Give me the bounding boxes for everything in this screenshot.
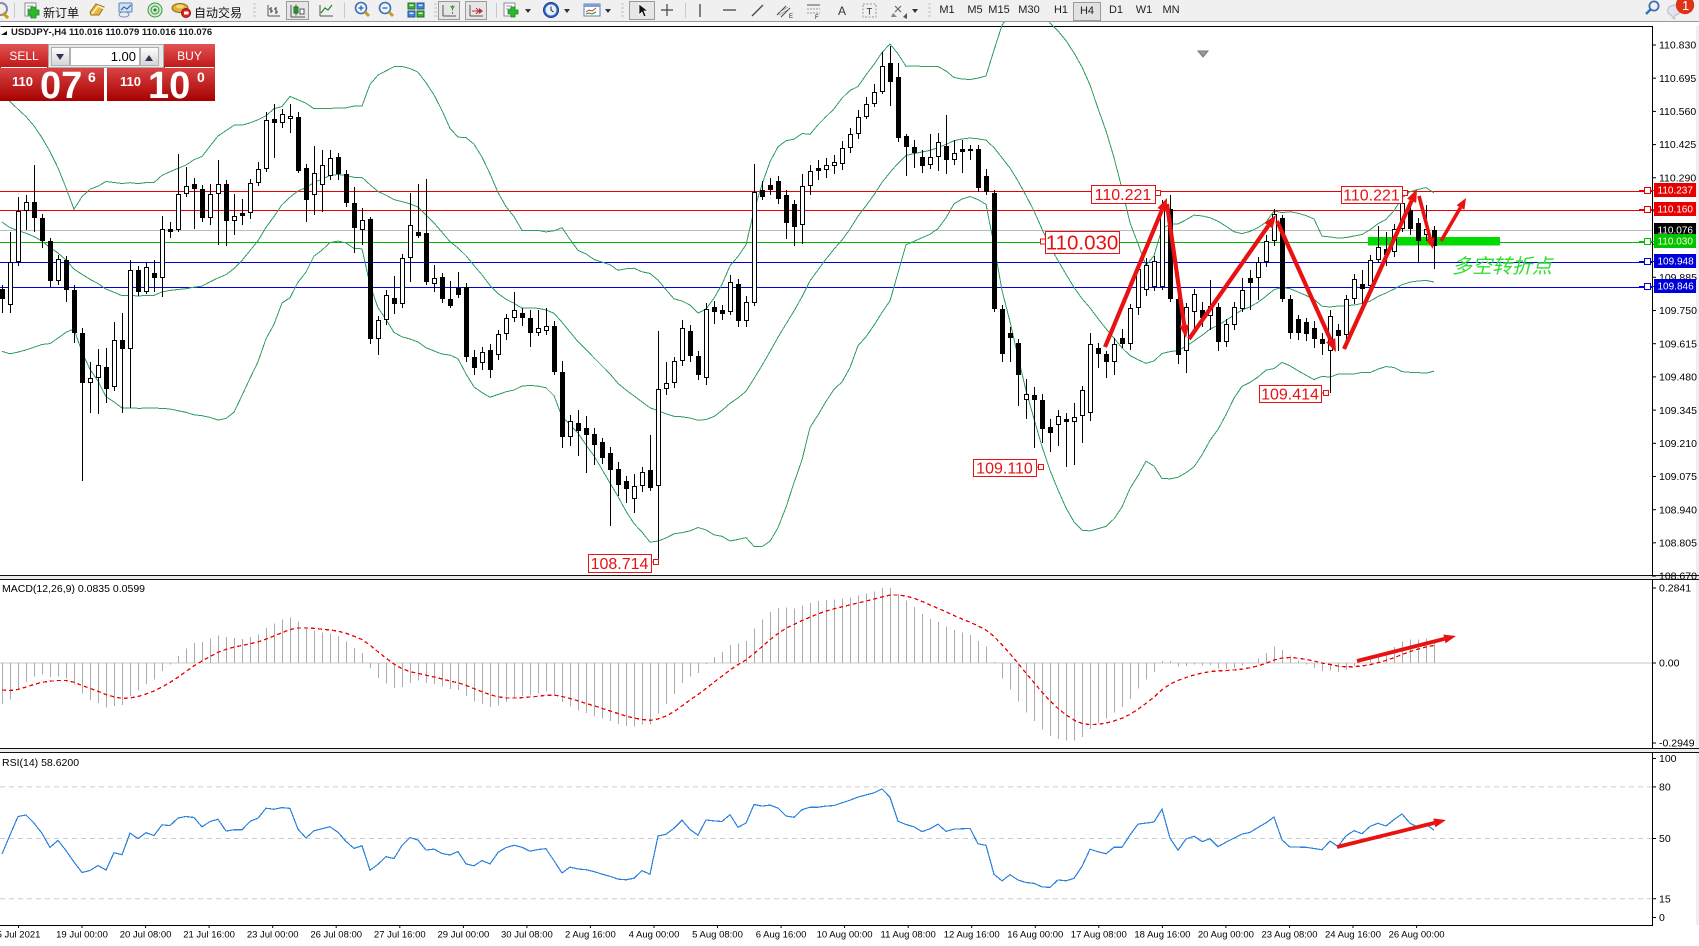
svg-text:80: 80 — [1659, 782, 1671, 794]
svg-text:108.714: 108.714 — [591, 556, 649, 573]
svg-text:11 Aug 08:00: 11 Aug 08:00 — [881, 930, 936, 941]
svg-text:108.670: 108.670 — [1659, 571, 1697, 583]
svg-text:109.345: 109.345 — [1659, 405, 1697, 417]
svg-text:110.425: 110.425 — [1659, 139, 1696, 151]
svg-text:18 Aug 16:00: 18 Aug 16:00 — [1134, 930, 1190, 941]
svg-text:0.00: 0.00 — [1659, 658, 1680, 670]
svg-text:109.750: 109.750 — [1659, 305, 1697, 317]
svg-text:17 Aug 08:00: 17 Aug 08:00 — [1071, 930, 1127, 941]
svg-text:110.237: 110.237 — [1658, 186, 1694, 197]
svg-text:20 Aug 00:00: 20 Aug 00:00 — [1198, 930, 1254, 941]
svg-text:24 Aug 16:00: 24 Aug 16:00 — [1325, 930, 1381, 941]
svg-text:USDJPY-,H4: USDJPY-,H4 — [11, 27, 67, 38]
svg-text:16 Aug 00:00: 16 Aug 00:00 — [1007, 930, 1063, 941]
svg-text:110.076: 110.076 — [1658, 226, 1694, 237]
svg-text:108.940: 108.940 — [1659, 504, 1697, 516]
svg-text:MACD(12,26,9) 0.0835 0.0599: MACD(12,26,9) 0.0835 0.0599 — [2, 583, 145, 595]
svg-text:110.290: 110.290 — [1659, 172, 1696, 184]
svg-text:110.030: 110.030 — [1658, 237, 1694, 248]
svg-text:T: T — [867, 7, 873, 18]
svg-text:26 Aug 00:00: 26 Aug 00:00 — [1389, 930, 1445, 941]
svg-text:50: 50 — [1659, 833, 1671, 845]
svg-text:30 Jul 08:00: 30 Jul 08:00 — [501, 930, 553, 941]
svg-text:109.414: 109.414 — [1261, 386, 1319, 403]
svg-text:10 Aug 00:00: 10 Aug 00:00 — [817, 930, 873, 941]
svg-text:12 Aug 16:00: 12 Aug 16:00 — [944, 930, 1000, 941]
svg-text:110.560: 110.560 — [1659, 106, 1696, 118]
svg-text:110.221: 110.221 — [1343, 187, 1400, 204]
svg-text:-0.2949: -0.2949 — [1659, 738, 1695, 750]
svg-text:109.210: 109.210 — [1659, 438, 1697, 450]
svg-text:0.2841: 0.2841 — [1659, 583, 1691, 595]
svg-text:29 Jul 00:00: 29 Jul 00:00 — [438, 930, 490, 941]
svg-text:RSI(14) 58.6200: RSI(14) 58.6200 — [2, 757, 79, 769]
svg-text:109.480: 109.480 — [1659, 372, 1697, 384]
svg-text:109.948: 109.948 — [1658, 257, 1695, 268]
svg-text:5 Jul 2021: 5 Jul 2021 — [0, 930, 40, 941]
svg-text:110.221: 110.221 — [1095, 187, 1152, 204]
svg-text:26 Jul 08:00: 26 Jul 08:00 — [310, 930, 362, 941]
svg-text:100: 100 — [1659, 753, 1677, 765]
svg-text:109.846: 109.846 — [1658, 282, 1695, 293]
svg-text:A: A — [838, 4, 846, 18]
svg-text:27 Jul 16:00: 27 Jul 16:00 — [374, 930, 426, 941]
svg-text:109.075: 109.075 — [1659, 471, 1697, 483]
svg-text:E: E — [789, 14, 793, 20]
svg-text:6 Aug 16:00: 6 Aug 16:00 — [756, 930, 807, 941]
svg-text:21 Jul 16:00: 21 Jul 16:00 — [183, 930, 235, 941]
svg-text:1: 1 — [1682, 0, 1689, 13]
svg-text:23 Jul 00:00: 23 Jul 00:00 — [247, 930, 299, 941]
svg-text:4 Aug 00:00: 4 Aug 00:00 — [629, 930, 680, 941]
svg-text:多空转折点: 多空转折点 — [1452, 256, 1554, 278]
svg-text:110.695: 110.695 — [1659, 73, 1696, 85]
svg-text:110.830: 110.830 — [1659, 40, 1696, 52]
svg-text:108.805: 108.805 — [1659, 538, 1697, 550]
svg-text:15: 15 — [1659, 893, 1671, 905]
svg-text:110.030: 110.030 — [1046, 231, 1119, 254]
svg-text:19 Jul 00:00: 19 Jul 00:00 — [56, 930, 108, 941]
svg-text:110.160: 110.160 — [1658, 205, 1694, 216]
svg-text:5 Aug 08:00: 5 Aug 08:00 — [692, 930, 743, 941]
svg-text:110.016 110.079 110.016 110.07: 110.016 110.079 110.016 110.076 — [69, 27, 212, 38]
svg-text:2 Aug 16:00: 2 Aug 16:00 — [565, 930, 616, 941]
svg-text:23 Aug 08:00: 23 Aug 08:00 — [1262, 930, 1318, 941]
svg-text:109.110: 109.110 — [976, 460, 1033, 477]
svg-text:20 Jul 08:00: 20 Jul 08:00 — [120, 930, 172, 941]
svg-text:0: 0 — [1659, 912, 1665, 924]
svg-text:109.615: 109.615 — [1659, 338, 1697, 350]
svg-text:F: F — [815, 15, 819, 21]
